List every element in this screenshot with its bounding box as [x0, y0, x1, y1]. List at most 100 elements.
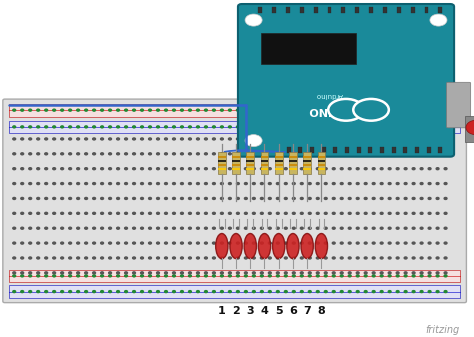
Circle shape: [396, 153, 399, 155]
Circle shape: [13, 126, 16, 128]
Circle shape: [396, 197, 399, 200]
Circle shape: [212, 242, 215, 244]
Circle shape: [93, 183, 96, 185]
Circle shape: [133, 272, 136, 274]
Circle shape: [45, 212, 47, 214]
Circle shape: [284, 275, 287, 277]
Circle shape: [61, 227, 64, 229]
Circle shape: [380, 153, 383, 155]
Circle shape: [260, 275, 263, 277]
Circle shape: [69, 138, 72, 140]
Circle shape: [141, 138, 144, 140]
Circle shape: [117, 227, 119, 229]
Circle shape: [148, 212, 151, 214]
Circle shape: [332, 290, 335, 293]
Circle shape: [428, 138, 431, 140]
Circle shape: [332, 183, 335, 185]
Circle shape: [204, 109, 207, 111]
Circle shape: [268, 153, 271, 155]
Bar: [275, 164, 283, 166]
Circle shape: [125, 212, 128, 214]
Circle shape: [117, 168, 119, 170]
Circle shape: [412, 272, 415, 274]
Circle shape: [372, 290, 375, 293]
Circle shape: [53, 197, 55, 200]
Text: 3: 3: [246, 306, 254, 316]
Circle shape: [245, 272, 247, 274]
Circle shape: [37, 138, 40, 140]
Circle shape: [77, 275, 80, 277]
Circle shape: [309, 272, 311, 274]
Circle shape: [268, 126, 271, 128]
Circle shape: [380, 227, 383, 229]
Circle shape: [412, 197, 415, 200]
Circle shape: [340, 153, 343, 155]
Circle shape: [276, 227, 279, 229]
Bar: [218, 168, 226, 171]
Circle shape: [253, 197, 255, 200]
Circle shape: [324, 168, 327, 170]
Bar: [9, 285, 460, 298]
Circle shape: [245, 183, 247, 185]
Circle shape: [412, 212, 415, 214]
Circle shape: [332, 109, 335, 111]
Circle shape: [204, 138, 207, 140]
Circle shape: [109, 183, 111, 185]
Circle shape: [380, 257, 383, 259]
Circle shape: [85, 126, 88, 128]
Bar: [275, 168, 283, 171]
Bar: [368, 147, 372, 153]
Circle shape: [69, 153, 72, 155]
Circle shape: [245, 126, 247, 128]
Circle shape: [284, 272, 287, 274]
Circle shape: [164, 109, 167, 111]
Circle shape: [396, 257, 399, 259]
Circle shape: [316, 272, 319, 274]
Circle shape: [276, 138, 279, 140]
Circle shape: [148, 272, 151, 274]
Circle shape: [85, 290, 88, 293]
Circle shape: [117, 153, 119, 155]
Circle shape: [404, 109, 407, 111]
Circle shape: [181, 290, 183, 293]
Circle shape: [61, 257, 64, 259]
Circle shape: [428, 197, 431, 200]
Circle shape: [253, 212, 255, 214]
Circle shape: [77, 138, 80, 140]
Circle shape: [380, 272, 383, 274]
Circle shape: [45, 153, 47, 155]
Circle shape: [37, 275, 40, 277]
Circle shape: [268, 197, 271, 200]
Circle shape: [133, 227, 136, 229]
Bar: [411, 7, 415, 13]
Circle shape: [372, 109, 375, 111]
Circle shape: [324, 126, 327, 128]
Circle shape: [164, 242, 167, 244]
Circle shape: [292, 197, 295, 200]
Circle shape: [301, 212, 303, 214]
Circle shape: [148, 257, 151, 259]
Circle shape: [237, 212, 239, 214]
Circle shape: [237, 290, 239, 293]
Circle shape: [197, 290, 200, 293]
Circle shape: [220, 257, 223, 259]
Circle shape: [348, 168, 351, 170]
Circle shape: [125, 272, 128, 274]
Circle shape: [260, 109, 263, 111]
Circle shape: [220, 272, 223, 274]
Circle shape: [37, 197, 40, 200]
Circle shape: [268, 168, 271, 170]
Circle shape: [13, 242, 16, 244]
Circle shape: [125, 275, 128, 277]
Circle shape: [61, 290, 64, 293]
Circle shape: [189, 138, 191, 140]
Circle shape: [237, 242, 239, 244]
Circle shape: [85, 227, 88, 229]
Circle shape: [245, 275, 247, 277]
Circle shape: [109, 242, 111, 244]
Circle shape: [212, 197, 215, 200]
Circle shape: [412, 138, 415, 140]
Circle shape: [21, 257, 24, 259]
Circle shape: [444, 126, 447, 128]
Circle shape: [204, 227, 207, 229]
